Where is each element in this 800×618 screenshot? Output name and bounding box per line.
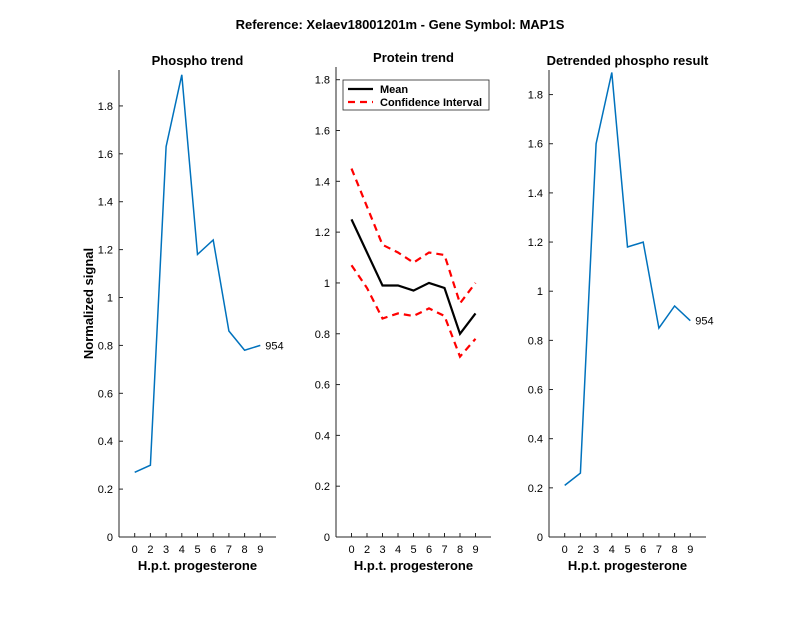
y-tick-label: 1.2 xyxy=(315,227,330,239)
y-tick-label: 1.2 xyxy=(98,245,113,257)
x-tick-label: 8 xyxy=(242,544,248,556)
y-tick-label: 0 xyxy=(537,532,543,544)
y-tick-label: 0.4 xyxy=(315,430,330,442)
chart-panel-1: Phospho trend 0 0.2 0.4 0.6 0.8 1 1.2 1.4 1.6 1.8 0… xyxy=(81,53,284,573)
y-tick-label: 0.2 xyxy=(98,484,113,496)
x-tick-label: 7 xyxy=(226,544,232,556)
y-tick-label: 0.8 xyxy=(315,329,330,341)
x-tick-label: 2 xyxy=(364,544,370,556)
x-tick-label: 0 xyxy=(348,544,354,556)
y-tick-label: 0.4 xyxy=(528,434,543,446)
y-tick-label: 0.6 xyxy=(315,380,330,392)
y-tick-label: 1.8 xyxy=(528,90,543,102)
x-axis-label: H.p.t. progesterone xyxy=(354,558,473,573)
x-tick-label: 9 xyxy=(257,544,263,556)
x-tick-label: 5 xyxy=(194,544,200,556)
chart-panel-2: Protein trend 0 0.2 0.4 0.6 0.8 1 1.2 1.4 1.6 1.8 0… xyxy=(315,50,491,573)
x-tick-label: 4 xyxy=(609,544,615,556)
phospho-series-line xyxy=(134,74,261,473)
y-tick-label: 1.4 xyxy=(98,197,113,209)
chart-title: Detrended phospho result xyxy=(547,53,709,68)
y-tick-label: 1.8 xyxy=(98,101,113,113)
y-tick-label: 0 xyxy=(324,532,330,544)
x-tick-label: 5 xyxy=(410,544,416,556)
chart-title: Protein trend xyxy=(373,50,454,65)
x-tick-label: 6 xyxy=(426,544,432,556)
legend-box xyxy=(342,79,490,111)
panels-container: Phospho trend 0 0.2 0.4 0.6 0.8 1 1.2 1.4 1.6 1.8 0… xyxy=(81,50,714,573)
x-tick-label: 6 xyxy=(640,544,646,556)
y-tick-label: 0.2 xyxy=(315,481,330,493)
chart-panel-3: Detrended phospho result 0 0.2 0.4 0.6 0.8 1 1.… xyxy=(528,53,714,573)
x-tick-label: 8 xyxy=(672,544,678,556)
chart-title: Phospho trend xyxy=(152,53,244,68)
y-tick-label: 0.6 xyxy=(528,385,543,397)
y-tick-label: 1 xyxy=(107,293,113,305)
x-tick-label: 4 xyxy=(179,544,185,556)
y-tick-label: 1.4 xyxy=(315,176,330,188)
x-axis-label: H.p.t. progesterone xyxy=(568,558,687,573)
x-tick-label: 2 xyxy=(577,544,583,556)
x-tick-label: 2 xyxy=(147,544,153,556)
x-tick-label: 3 xyxy=(379,544,385,556)
x-tick-label: 0 xyxy=(132,544,138,556)
x-tick-label: 8 xyxy=(457,544,463,556)
y-tick-label: 0.8 xyxy=(98,340,113,352)
x-tick-label: 3 xyxy=(593,544,599,556)
series-end-annotation: 954 xyxy=(265,340,283,352)
x-tick-label: 7 xyxy=(441,544,447,556)
x-tick-label: 7 xyxy=(656,544,662,556)
x-tick-label: 3 xyxy=(163,544,169,556)
y-tick-label: 1.6 xyxy=(98,149,113,161)
legend-mean-label: Mean xyxy=(380,84,408,96)
series-end-annotation: 954 xyxy=(695,316,713,328)
y-tick-label: 1.4 xyxy=(528,188,543,200)
x-tick-label: 5 xyxy=(624,544,630,556)
y-tick-label: 0.2 xyxy=(528,483,543,495)
x-tick-label: 9 xyxy=(687,544,693,556)
y-tick-label: 1.2 xyxy=(528,237,543,249)
y-tick-label: 1 xyxy=(537,286,543,298)
y-tick-label: 0 xyxy=(107,532,113,544)
phospho-series-line xyxy=(564,72,691,486)
y-tick-label: 1.6 xyxy=(528,139,543,151)
x-tick-label: 4 xyxy=(395,544,401,556)
y-tick-label: 0.4 xyxy=(98,436,113,448)
y-tick-label: 0.6 xyxy=(98,388,113,400)
y-tick-label: 0.8 xyxy=(528,335,543,347)
x-tick-label: 9 xyxy=(472,544,478,556)
x-axis-label: H.p.t. progesterone xyxy=(138,558,257,573)
y-axis-label: Normalized signal xyxy=(81,248,96,359)
y-tick-label: 1 xyxy=(324,278,330,290)
legend-ci-label: Confidence Interval xyxy=(380,97,482,109)
ci-upper-series-line xyxy=(350,168,477,306)
y-tick-label: 1.6 xyxy=(315,126,330,138)
figure-suptitle: Reference: Xelaev18001201m - Gene Symbol… xyxy=(236,17,565,32)
x-tick-label: 6 xyxy=(210,544,216,556)
ci-lower-series-line xyxy=(350,264,477,359)
mean-series-line xyxy=(350,218,477,337)
x-tick-label: 0 xyxy=(562,544,568,556)
y-tick-label: 1.8 xyxy=(315,75,330,87)
